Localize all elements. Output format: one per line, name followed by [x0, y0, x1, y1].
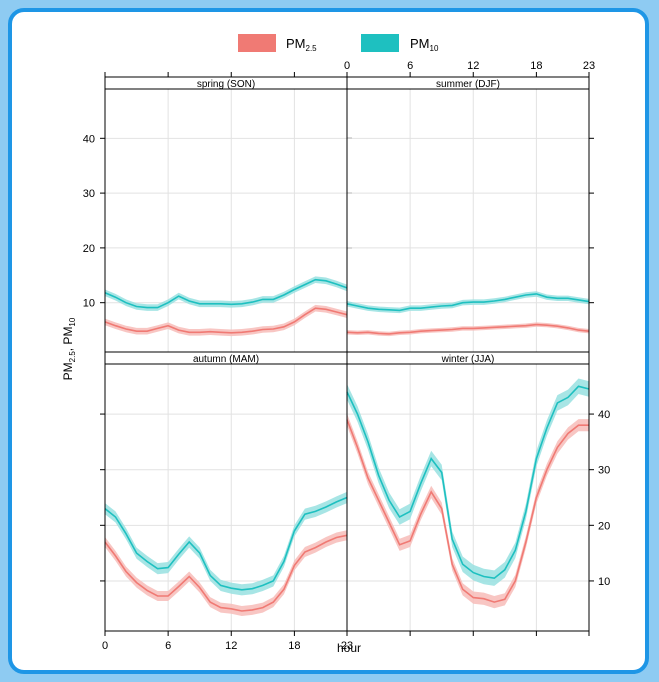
- band-pm10: [105, 491, 347, 596]
- x-tick-label: 6: [165, 640, 171, 652]
- legend-pm10-sub: 10: [430, 44, 439, 53]
- panel-strip: [346, 76, 590, 90]
- y-tick-label: 20: [598, 520, 610, 532]
- x-tick-label: 18: [288, 640, 300, 652]
- y-axis-label: PM2.5, PM10: [61, 317, 77, 380]
- ylabel-pm25-main: PM: [61, 362, 75, 380]
- panel-2: autumn (MAM) 0 6 12 18 23: [100, 351, 353, 652]
- x-tick-label: 18: [530, 60, 542, 72]
- line-pm25: [104, 534, 348, 612]
- panel-frame: [346, 88, 590, 353]
- line-pm10: [346, 293, 590, 312]
- legend-pm25-main: PM: [286, 36, 306, 51]
- y-tick-label: 10: [598, 576, 610, 588]
- y-tick-label: 10: [83, 298, 95, 310]
- panel-title: summer (DJF): [436, 79, 500, 90]
- panel-title: spring (SON): [197, 79, 255, 90]
- panel-strip: [346, 351, 590, 365]
- ylabel-pm10-main: PM: [61, 327, 75, 345]
- band-pm25: [105, 304, 347, 337]
- legend-pm10-main: PM: [410, 36, 430, 51]
- x-tick-label: 23: [341, 640, 353, 652]
- ylabel-pm10-sub: 10: [68, 317, 77, 326]
- band-pm10: [105, 276, 347, 311]
- x-tick-label: 12: [225, 640, 237, 652]
- panel-1: summer (DJF) 0 6 12 18 23: [344, 60, 595, 353]
- line-pm10: [104, 278, 348, 309]
- x-tick-label: 0: [102, 640, 108, 652]
- legend-pm25-sub: 2.5: [306, 44, 318, 53]
- line-pm10: [104, 496, 348, 591]
- panel-3: winter (JJA) 10 20 30 40: [346, 351, 610, 636]
- panel-title: autumn (MAM): [193, 354, 259, 365]
- line-pm25: [346, 419, 589, 603]
- legend: PM2.5 PM10: [238, 34, 439, 53]
- band-pm25: [105, 530, 347, 616]
- y-tick-label: 30: [83, 188, 95, 200]
- legend-swatch-pm25: [238, 34, 276, 52]
- line-pm10: [346, 385, 590, 580]
- line-pm25: [346, 323, 590, 335]
- chart-svg: PM2.5 PM10 PM2.5, PM10 hour spring (SON)…: [61, 34, 611, 655]
- chart-card: PM2.5 PM10 PM2.5, PM10 hour spring (SON)…: [8, 8, 649, 674]
- x-tick-label: 23: [583, 60, 595, 72]
- y-tick-label: 40: [83, 133, 95, 145]
- y-tick-label: 40: [598, 409, 610, 421]
- y-tick-label: 30: [598, 465, 610, 477]
- y-tick-label: 20: [83, 243, 95, 255]
- legend-label-pm10: PM10: [410, 36, 439, 53]
- x-tick-label: 0: [344, 60, 350, 72]
- panel-title: winter (JJA): [441, 354, 495, 365]
- line-pm25: [104, 307, 348, 334]
- x-axis-label: hour: [337, 641, 361, 655]
- x-tick-label: 6: [407, 60, 413, 72]
- panel-0: spring (SON) 10 20 30 40: [83, 72, 352, 353]
- legend-label-pm25: PM2.5: [286, 36, 317, 53]
- ylabel-pm25-sub: 2.5: [68, 351, 77, 363]
- band-pm10: [347, 378, 589, 586]
- ylabel-sep: ,: [61, 345, 75, 352]
- panels: spring (SON) 10 20 30 40 summer (DJF) 0 6 12 18 23…: [83, 60, 611, 652]
- x-tick-label: 12: [467, 60, 479, 72]
- legend-swatch-pm10: [361, 34, 399, 52]
- band-pm25: [347, 413, 589, 609]
